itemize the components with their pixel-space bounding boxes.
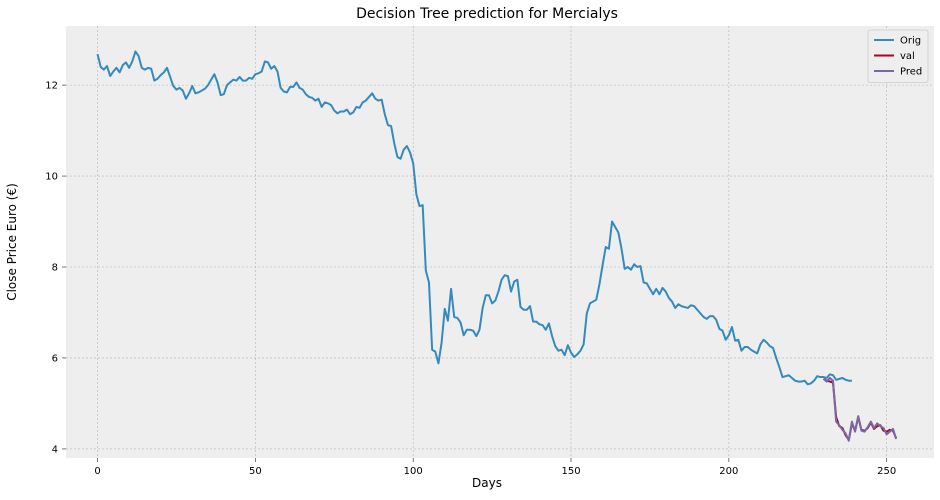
x-tick-label: 50 [249,466,262,477]
y-tick-label: 4 [52,444,58,455]
y-tick-label: 12 [45,81,58,92]
x-tick-label: 200 [719,466,738,477]
x-tick-label: 100 [404,466,423,477]
legend: Orig val Pred [867,29,929,83]
x-axis-label: Days [472,476,502,490]
y-tick-label: 8 [52,263,58,274]
series-line-orig [96,50,852,386]
ticks: 0 50 100 150 200 250 4 6 8 10 12 [45,81,896,477]
chart-title: Decision Tree prediction for Mercialys [356,6,618,22]
x-tick-label: 250 [877,466,896,477]
grid [66,26,934,458]
legend-box [867,29,929,83]
series-line-pred [822,376,898,442]
x-tick-label: 150 [561,466,580,477]
y-axis-label: Close Price Euro (€) [5,183,19,301]
legend-label-val: val [900,51,915,62]
legend-label-pred: Pred [900,67,922,78]
legend-label-orig: Orig [900,36,921,47]
y-tick-label: 6 [52,353,58,364]
series-layer [96,50,898,442]
plot-area [66,26,934,458]
y-tick-label: 10 [45,172,58,183]
x-tick-label: 0 [94,466,100,477]
